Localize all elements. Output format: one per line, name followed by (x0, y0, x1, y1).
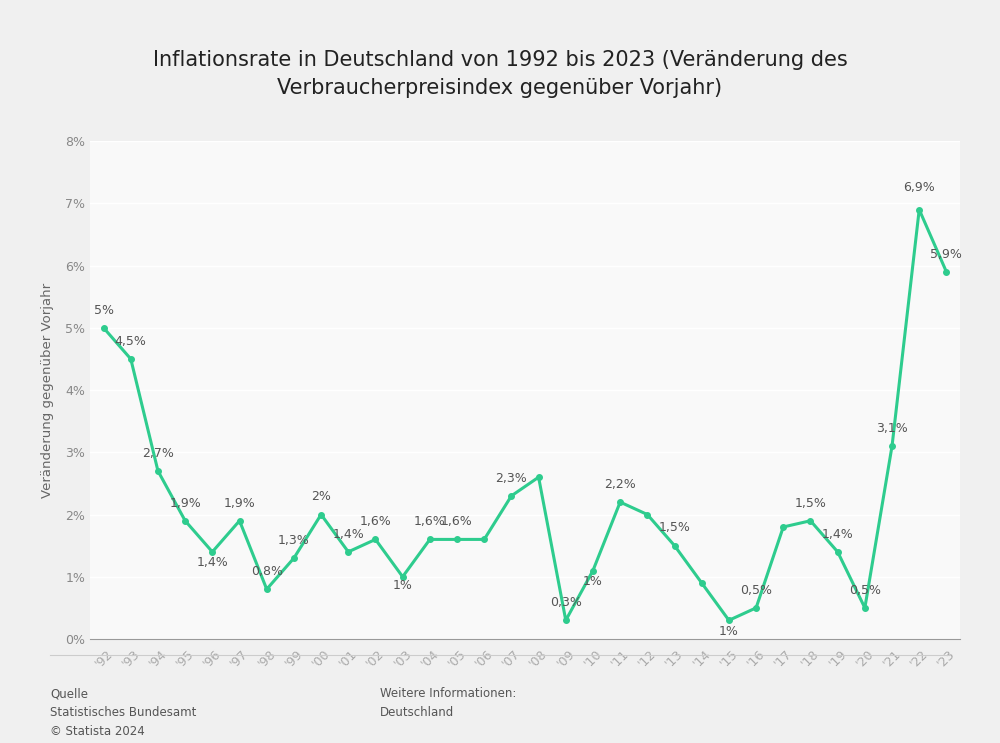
Text: Quelle
Statistisches Bundesamt
© Statista 2024: Quelle Statistisches Bundesamt © Statist… (50, 687, 196, 739)
Text: 1,3%: 1,3% (278, 534, 310, 547)
Text: 0,5%: 0,5% (849, 584, 881, 597)
Text: 5%: 5% (94, 304, 114, 317)
Text: 1,6%: 1,6% (414, 515, 446, 528)
Text: 2,7%: 2,7% (142, 447, 174, 460)
Y-axis label: Veränderung gegenüber Vorjahr: Veränderung gegenüber Vorjahr (41, 282, 54, 498)
Text: 1%: 1% (583, 575, 603, 588)
Text: 2,3%: 2,3% (496, 472, 527, 484)
Text: 2%: 2% (311, 490, 331, 503)
Text: 1,5%: 1,5% (795, 496, 826, 510)
Text: 1%: 1% (393, 580, 413, 592)
Text: 4,5%: 4,5% (115, 335, 147, 348)
Text: 5,9%: 5,9% (930, 247, 962, 261)
Text: 1,5%: 1,5% (659, 522, 690, 534)
Text: 1,9%: 1,9% (169, 496, 201, 510)
Text: 0,8%: 0,8% (251, 565, 283, 578)
Text: 3,1%: 3,1% (876, 422, 908, 435)
Text: Inflationsrate in Deutschland von 1992 bis 2023 (Veränderung des
Verbraucherprei: Inflationsrate in Deutschland von 1992 b… (153, 51, 847, 98)
Text: 1%: 1% (719, 625, 739, 637)
Text: 1,4%: 1,4% (822, 528, 854, 541)
Text: 1,6%: 1,6% (360, 515, 391, 528)
Text: 0,5%: 0,5% (740, 584, 772, 597)
Text: Weitere Informationen:
Deutschland: Weitere Informationen: Deutschland (380, 687, 516, 719)
Text: 1,4%: 1,4% (332, 528, 364, 541)
Text: 1,6%: 1,6% (441, 515, 473, 528)
Text: 2,2%: 2,2% (604, 478, 636, 491)
Text: 1,4%: 1,4% (196, 557, 228, 569)
Text: 0,3%: 0,3% (550, 596, 582, 609)
Text: 1,9%: 1,9% (224, 496, 255, 510)
Text: 6,9%: 6,9% (903, 181, 935, 194)
